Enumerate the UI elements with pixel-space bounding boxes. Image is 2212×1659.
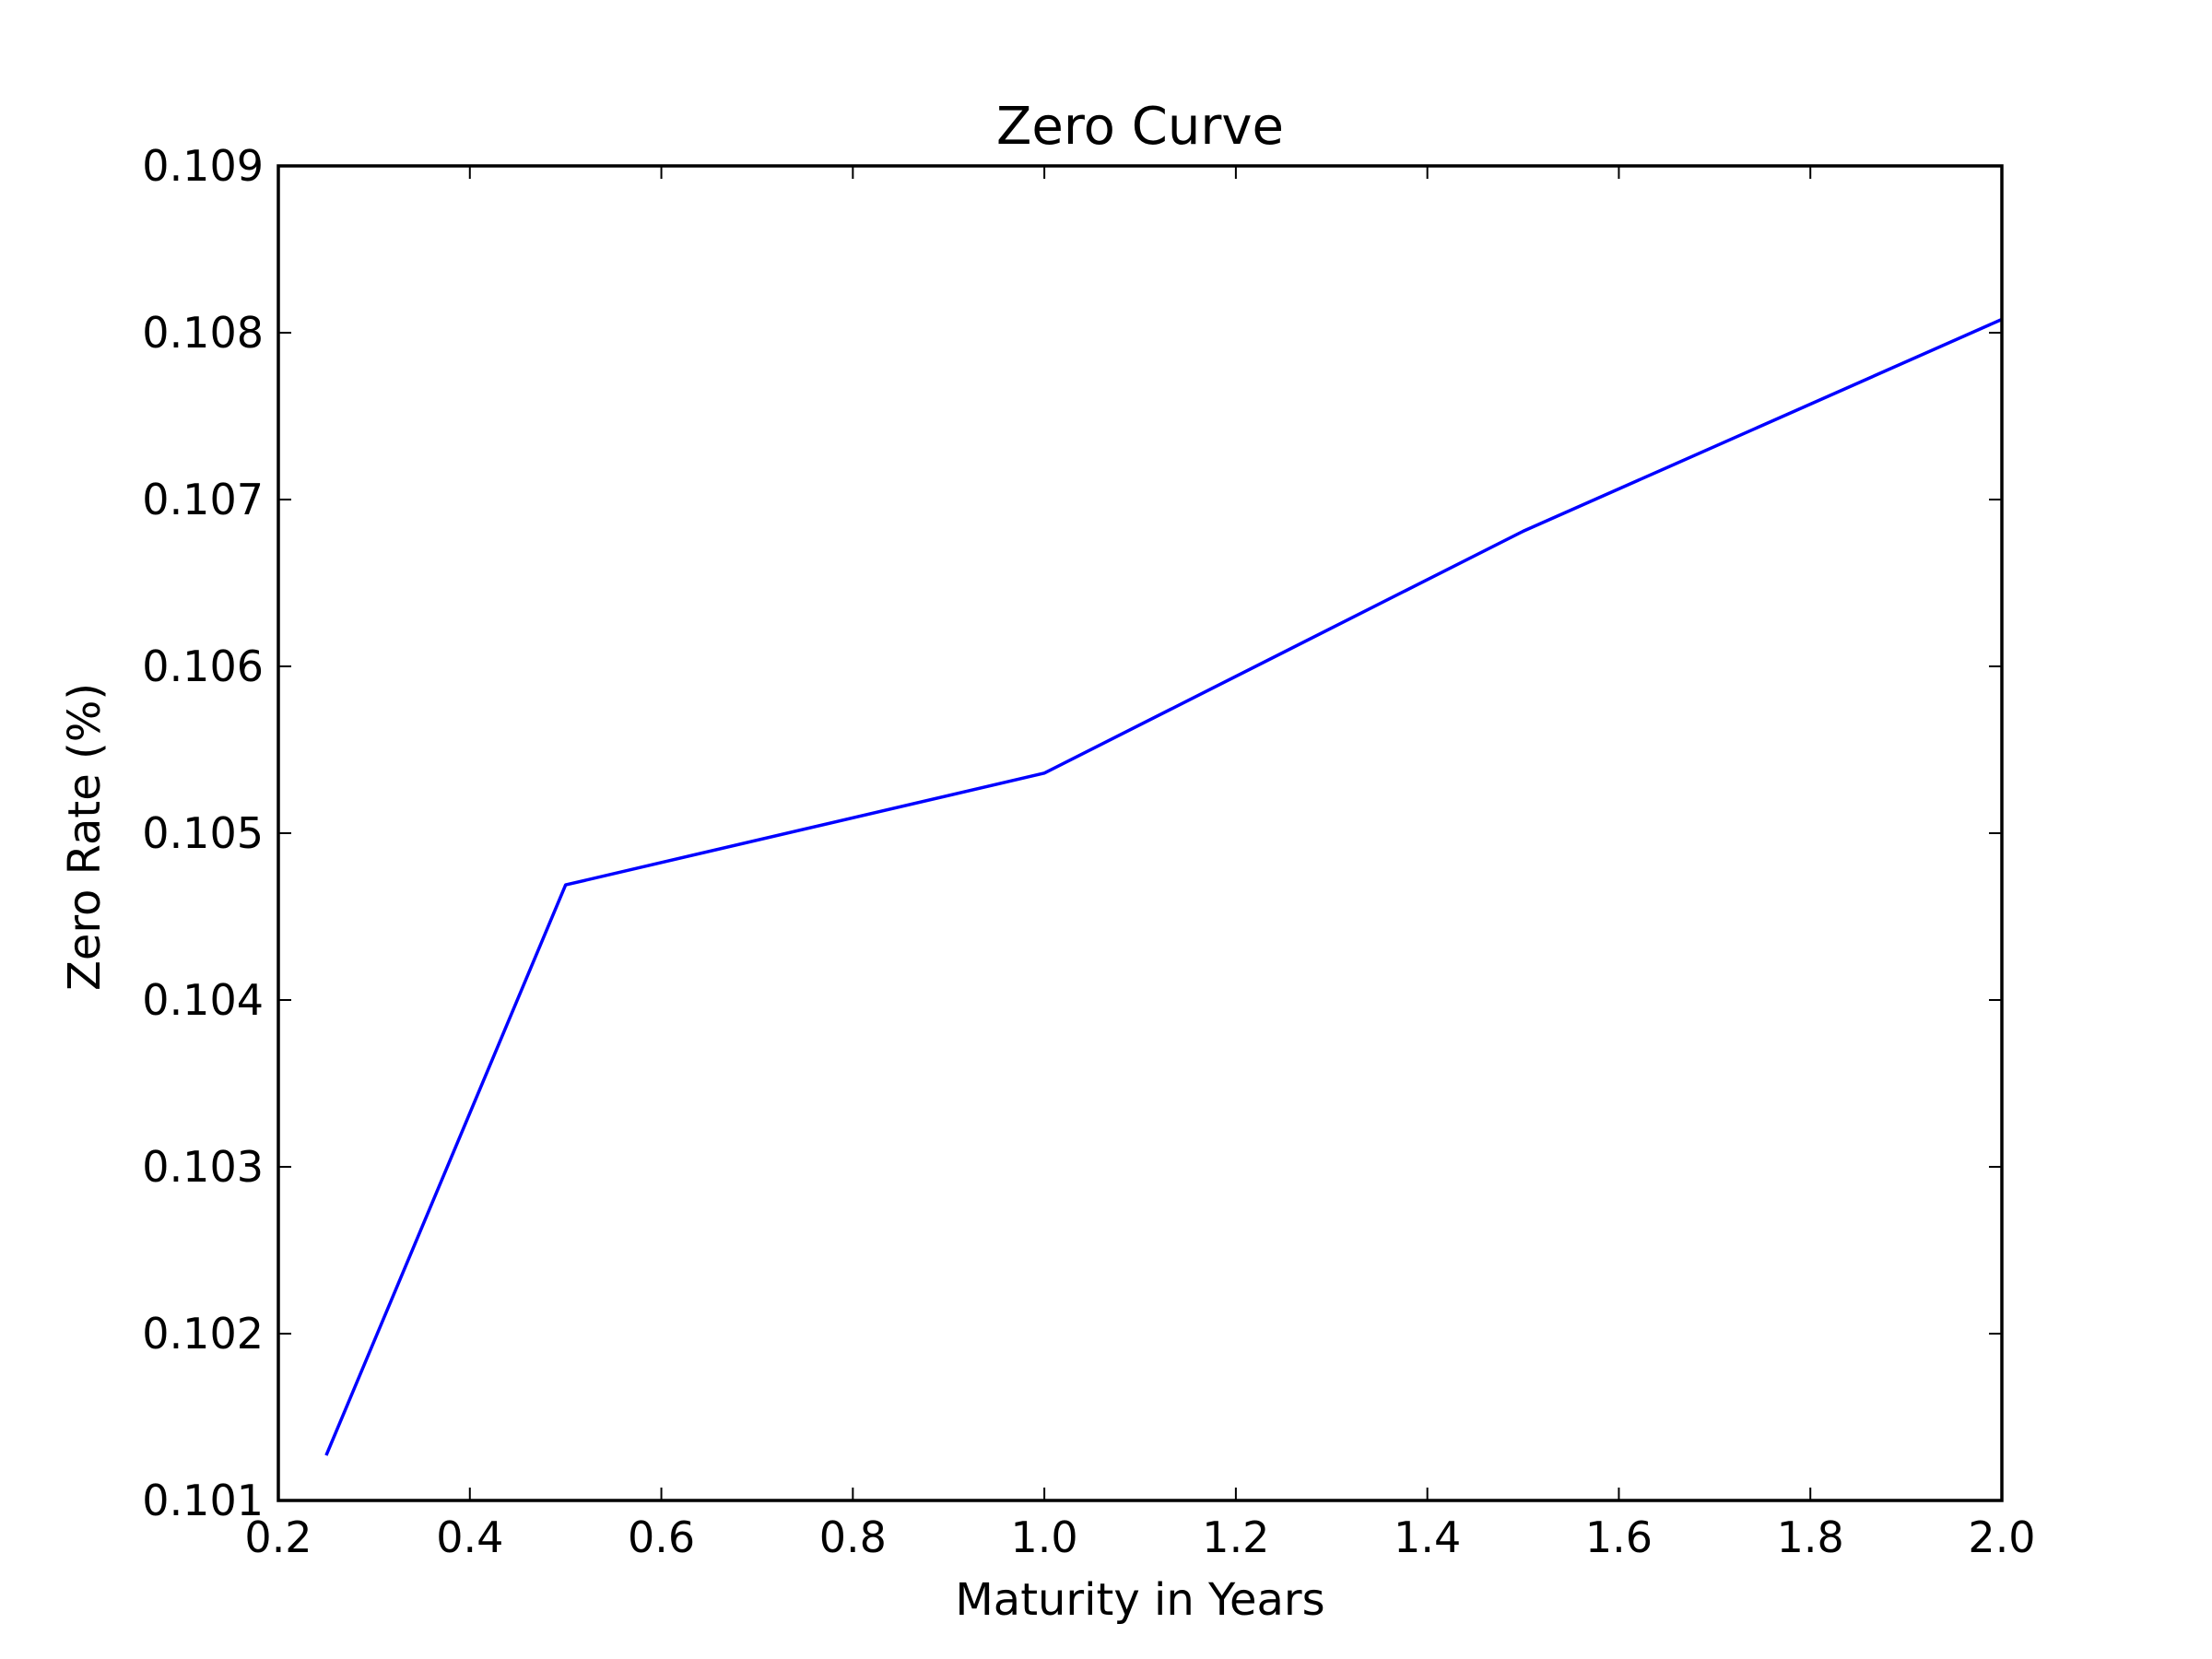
x-tick-label: 1.4 — [1394, 1512, 1461, 1562]
y-tick-label: 0.101 — [142, 1476, 264, 1525]
chart-title: Zero Curve — [996, 97, 1284, 157]
y-tick-label: 0.103 — [142, 1142, 264, 1192]
y-tick-label: 0.106 — [142, 641, 264, 691]
x-tick-label: 0.8 — [819, 1512, 887, 1562]
x-axis-ticks: 0.2 0.4 0.6 0.8 1.0 1.2 1.4 1.6 1.8 2.0 — [244, 166, 2036, 1562]
y-tick-label: 0.105 — [142, 808, 264, 858]
x-axis-label: Maturity in Years — [955, 1574, 1324, 1626]
series-line — [324, 317, 2003, 1456]
x-tick-label: 1.6 — [1585, 1512, 1653, 1562]
y-axis-label: Zero Rate (%) — [59, 683, 111, 991]
x-tick-label: 2.0 — [1968, 1512, 2035, 1562]
x-tick-label: 1.8 — [1777, 1512, 1844, 1562]
x-tick-label: 0.4 — [436, 1512, 503, 1562]
y-axis-ticks: 0.101 0.102 0.103 0.104 0.105 0.106 0.107 0.108… — [142, 141, 2002, 1525]
y-tick-label: 0.104 — [142, 975, 264, 1025]
x-tick-label: 1.0 — [1011, 1512, 1078, 1562]
x-tick-label: 0.6 — [628, 1512, 695, 1562]
y-tick-label: 0.107 — [142, 475, 264, 524]
y-tick-label: 0.109 — [142, 141, 264, 191]
y-tick-label: 0.102 — [142, 1309, 264, 1359]
y-tick-label: 0.108 — [142, 308, 264, 358]
plot-area-frame — [276, 164, 2004, 1502]
x-tick-label: 1.2 — [1202, 1512, 1269, 1562]
x-tick-label: 0.2 — [244, 1512, 312, 1562]
